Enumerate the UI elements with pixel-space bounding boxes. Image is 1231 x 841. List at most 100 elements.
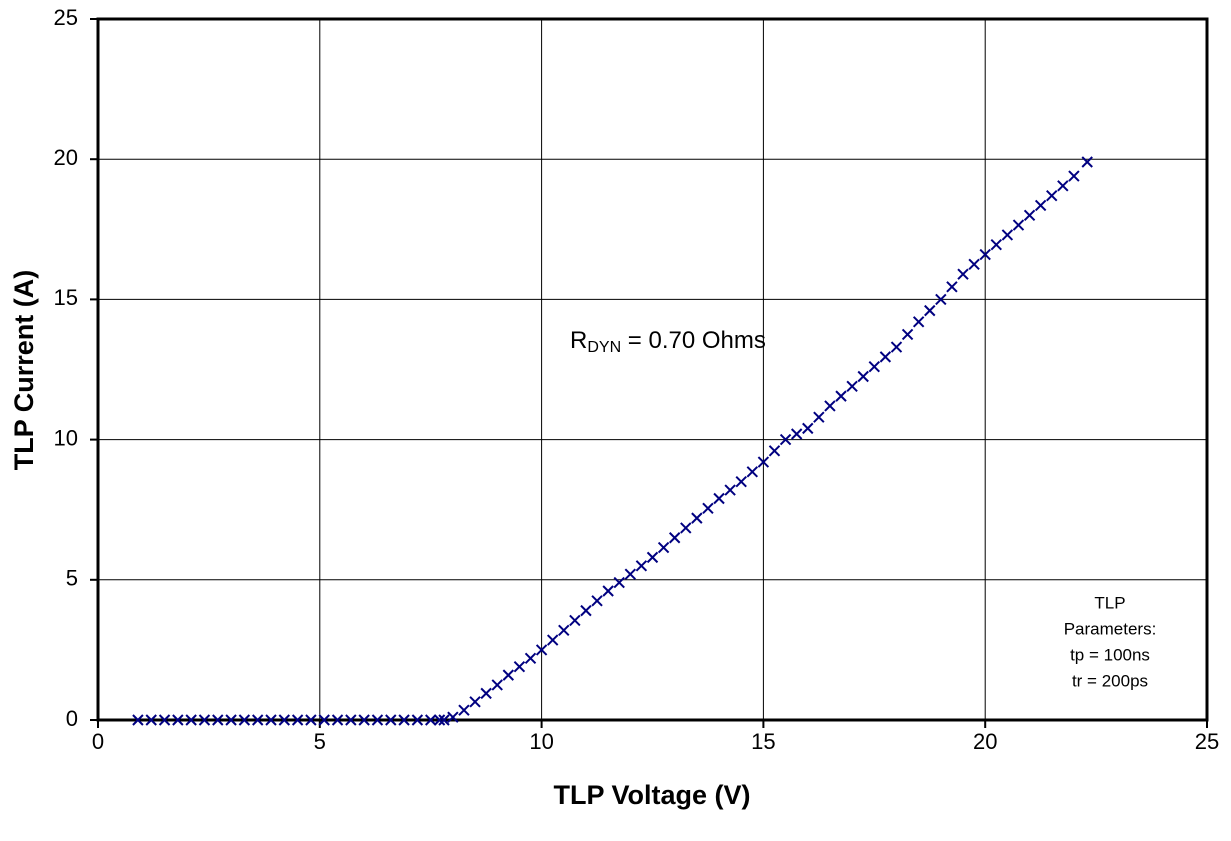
data-point bbox=[591, 595, 603, 607]
data-point bbox=[813, 411, 825, 423]
data-point bbox=[132, 714, 144, 726]
annotation-symbol: R bbox=[570, 327, 587, 354]
x-tick-label: 15 bbox=[751, 729, 775, 754]
data-point bbox=[265, 714, 277, 726]
data-point bbox=[371, 714, 384, 726]
data-point bbox=[238, 714, 251, 726]
data-point bbox=[1046, 189, 1058, 202]
parameter-line: TLP bbox=[1094, 593, 1125, 612]
data-point bbox=[569, 614, 581, 627]
data-point bbox=[1012, 219, 1025, 231]
data-point bbox=[158, 714, 171, 726]
data-point bbox=[868, 360, 881, 373]
data-point bbox=[1057, 180, 1069, 192]
data-point bbox=[635, 560, 648, 572]
data-point bbox=[358, 714, 370, 726]
parameters-box: TLP Parameters: tp = 100ns tr = 200ps bbox=[1064, 593, 1157, 690]
data-point bbox=[447, 711, 459, 723]
data-point bbox=[331, 714, 344, 726]
data-point bbox=[735, 475, 747, 488]
data-point bbox=[524, 652, 537, 665]
data-point bbox=[680, 522, 692, 534]
data-point bbox=[225, 714, 237, 726]
data-point bbox=[702, 502, 714, 515]
data-point bbox=[318, 714, 330, 726]
data-point bbox=[768, 445, 781, 457]
data-point bbox=[345, 714, 357, 726]
data-point bbox=[1081, 156, 1093, 168]
data-point bbox=[535, 644, 548, 656]
y-tick-label: 10 bbox=[54, 425, 78, 450]
y-axis-title: TLP Current (A) bbox=[9, 270, 39, 471]
data-point bbox=[172, 714, 184, 726]
data-point bbox=[602, 585, 614, 597]
data-point bbox=[901, 328, 914, 341]
data-point bbox=[968, 258, 980, 271]
y-tick-label: 5 bbox=[66, 566, 78, 591]
data-point bbox=[1001, 229, 1014, 241]
data-point bbox=[558, 624, 570, 636]
x-tick-label: 20 bbox=[973, 729, 997, 754]
annotation: RDYN = 0.70 Ohms bbox=[570, 327, 766, 356]
data-point bbox=[580, 604, 592, 617]
data-point bbox=[546, 634, 559, 646]
data-point bbox=[411, 714, 424, 726]
parameter-line: Parameters: bbox=[1064, 619, 1157, 638]
data-point bbox=[890, 341, 903, 353]
annotation-subscript: DYN bbox=[587, 339, 621, 356]
data-point bbox=[746, 466, 759, 478]
data-point bbox=[857, 370, 869, 383]
data-point bbox=[802, 422, 814, 435]
parameter-line: tr = 200ps bbox=[1072, 671, 1148, 690]
data-point bbox=[469, 696, 481, 708]
data-point bbox=[624, 568, 637, 580]
data-point bbox=[846, 380, 858, 393]
data-point bbox=[278, 714, 291, 726]
data-point bbox=[458, 704, 470, 716]
data-point bbox=[757, 456, 770, 468]
data-point bbox=[513, 661, 526, 673]
data-point bbox=[305, 714, 317, 726]
x-axis-title: TLP Voltage (V) bbox=[553, 780, 750, 810]
data-point bbox=[668, 532, 681, 544]
y-tick-label: 20 bbox=[54, 145, 78, 170]
data-point bbox=[502, 669, 515, 681]
data-point bbox=[433, 714, 446, 726]
plot-frame bbox=[96, 17, 1209, 722]
y-tick-label: 0 bbox=[66, 706, 78, 731]
data-point bbox=[480, 687, 492, 700]
data-point bbox=[1034, 199, 1047, 212]
data-point bbox=[212, 714, 224, 726]
data-point bbox=[724, 484, 736, 496]
data-point bbox=[924, 304, 936, 317]
data-point bbox=[835, 390, 847, 402]
data-point bbox=[398, 714, 410, 726]
data-point bbox=[657, 541, 670, 554]
x-tick-label: 5 bbox=[314, 729, 326, 754]
data-point bbox=[646, 551, 659, 564]
annotation-text: = 0.70 Ohms bbox=[621, 327, 766, 354]
data-point bbox=[979, 248, 991, 261]
data-point bbox=[790, 428, 803, 440]
data-point bbox=[957, 268, 969, 280]
data-point bbox=[1068, 170, 1080, 182]
data-point bbox=[424, 714, 437, 726]
y-tick-label: 25 bbox=[54, 5, 78, 30]
data-point bbox=[824, 400, 836, 412]
data-point bbox=[491, 679, 503, 691]
x-tick-label: 10 bbox=[529, 729, 553, 754]
data-point bbox=[291, 714, 304, 726]
data-point bbox=[198, 714, 211, 726]
data-point bbox=[935, 293, 947, 306]
data-point bbox=[185, 714, 197, 726]
data-point bbox=[990, 239, 1002, 251]
data-point bbox=[779, 433, 792, 446]
data-point bbox=[713, 492, 725, 505]
data-point bbox=[879, 351, 892, 363]
x-tick-label: 25 bbox=[1195, 729, 1219, 754]
data-point bbox=[912, 316, 925, 328]
data-point bbox=[946, 281, 958, 293]
parameter-line: tp = 100ns bbox=[1070, 645, 1150, 664]
data-point bbox=[251, 714, 264, 726]
